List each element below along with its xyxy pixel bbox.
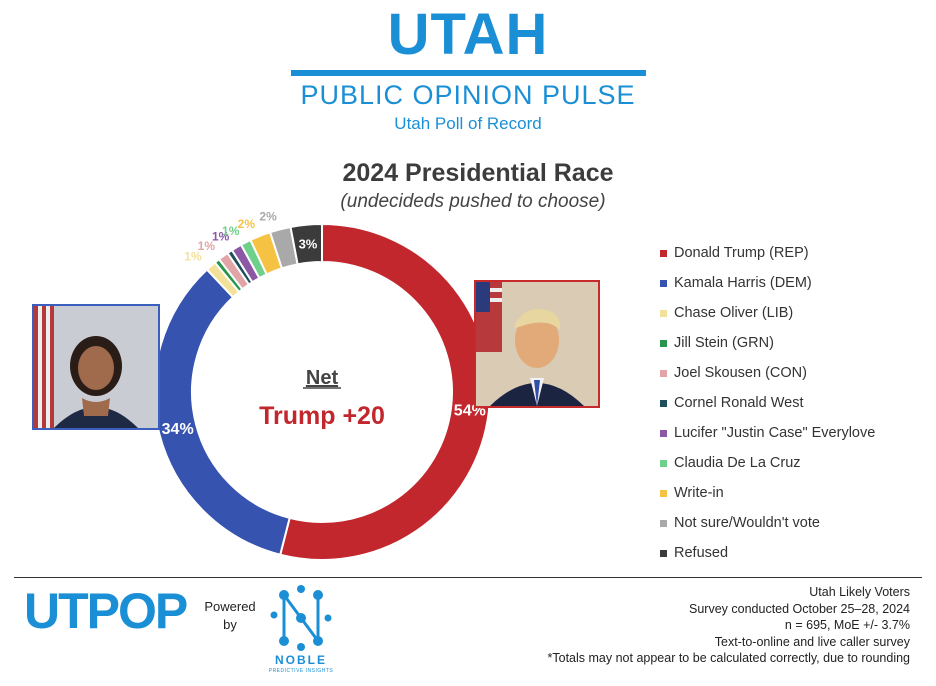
legend-swatch bbox=[660, 339, 667, 347]
powered-line-1: Powered bbox=[204, 599, 256, 614]
utpop-logo: UTPOP bbox=[24, 586, 189, 634]
slice-refused bbox=[289, 222, 323, 266]
powered-by: Powered by bbox=[200, 598, 260, 634]
center-value: Trump +20 bbox=[259, 402, 385, 430]
chart-subtitle: (undecideds pushed to choose) bbox=[340, 191, 606, 212]
legend-swatch bbox=[660, 429, 667, 437]
legend-label: Refused bbox=[674, 545, 729, 561]
survey-note-line: Utah Likely Voters bbox=[809, 585, 910, 599]
label-refused: 3% bbox=[299, 237, 318, 252]
brand-divider bbox=[291, 70, 646, 76]
legend-item-jill-stein-grn: Jill Stein (GRN) bbox=[660, 328, 930, 358]
label-chase-oliver-lib: 1% bbox=[184, 249, 202, 263]
legend-label: Lucifer "Justin Case" Everylove bbox=[674, 425, 876, 441]
legend-item-chase-oliver-lib: Chase Oliver (LIB) bbox=[660, 298, 930, 328]
chart-title: 2024 Presidential Race bbox=[342, 159, 614, 187]
harris-photo bbox=[32, 304, 160, 430]
legend-label: Claudia De La Cruz bbox=[674, 455, 801, 471]
label-write-in: 2% bbox=[238, 217, 256, 231]
label-lucifer-justin-case-everylove: 1% bbox=[212, 229, 230, 243]
legend-item-kamala-harris-dem: Kamala Harris (DEM) bbox=[660, 268, 930, 298]
legend-item-cornel-ronald-west: Cornel Ronald West bbox=[660, 388, 930, 418]
label-kamala-harris-dem: 34% bbox=[162, 421, 194, 438]
legend-label: Not sure/Wouldn't vote bbox=[674, 515, 820, 531]
legend-swatch bbox=[660, 489, 667, 497]
legend-item-donald-trump-rep: Donald Trump (REP) bbox=[660, 238, 930, 268]
legend-swatch bbox=[660, 519, 667, 527]
legend-label: Write-in bbox=[674, 485, 724, 501]
legend-item-refused: Refused bbox=[660, 538, 930, 568]
label-joel-skousen-con: 1% bbox=[198, 239, 216, 253]
label-not-sure-wouldn-t-vote: 2% bbox=[259, 210, 277, 224]
chart-legend: Donald Trump (REP) Kamala Harris (DEM) Cha… bbox=[660, 238, 930, 568]
survey-notes: Utah Likely Voters Survey conducted Octob… bbox=[548, 584, 910, 667]
footer-divider bbox=[14, 577, 922, 578]
legend-swatch bbox=[660, 459, 667, 467]
legend-label: Donald Trump (REP) bbox=[674, 245, 809, 261]
legend-item-joel-skousen-con: Joel Skousen (CON) bbox=[660, 358, 930, 388]
legend-swatch bbox=[660, 399, 667, 407]
survey-note-line: *Totals may not appear to be calculated … bbox=[547, 651, 910, 665]
noble-subtext: PREDICTIVE INSIGHTS bbox=[268, 668, 334, 674]
legend-item-claudia-de-la-cruz: Claudia De La Cruz bbox=[660, 448, 930, 478]
trump-photo bbox=[474, 280, 600, 408]
survey-note-line: Survey conducted October 25–28, 2024 bbox=[689, 601, 910, 616]
center-heading: Net bbox=[306, 367, 339, 389]
noble-logo-icon bbox=[270, 585, 332, 651]
survey-note-line: n = 695, MoE +/- 3.7% bbox=[784, 618, 910, 632]
legend-label: Cornel Ronald West bbox=[674, 395, 804, 411]
legend-swatch bbox=[660, 279, 667, 287]
legend-swatch bbox=[660, 309, 667, 317]
donut-labels: 54%34%1%1%1%1%2%2%3% bbox=[162, 210, 486, 438]
legend-item-not-sure-wouldn-t-vote: Not sure/Wouldn't vote bbox=[660, 508, 930, 538]
brand-tagline: Utah Poll of Record bbox=[394, 114, 542, 133]
legend-item-lucifer-justin-case-everylove: Lucifer "Justin Case" Everylove bbox=[660, 418, 930, 448]
brand-subtitle: PUBLIC OPINION PULSE bbox=[300, 80, 636, 110]
legend-swatch bbox=[660, 369, 667, 377]
donut-chart: 54%34%1%1%1%1%2%2%3% Net Trump +20 bbox=[153, 210, 491, 561]
legend-item-write-in: Write-in bbox=[660, 478, 930, 508]
legend-label: Kamala Harris (DEM) bbox=[674, 275, 812, 291]
legend-label: Chase Oliver (LIB) bbox=[674, 305, 794, 321]
legend-label: Jill Stein (GRN) bbox=[674, 335, 774, 351]
legend-swatch bbox=[660, 249, 667, 257]
slice-donald-trump-rep bbox=[279, 222, 491, 561]
noble-wordmark: NOBLE bbox=[275, 653, 327, 667]
brand-title: UTAH bbox=[387, 2, 549, 67]
survey-note-line: Text-to-online and live caller survey bbox=[714, 634, 910, 649]
donut-slices bbox=[153, 222, 491, 561]
label-claudia-de-la-cruz: 1% bbox=[222, 224, 240, 238]
legend-label: Joel Skousen (CON) bbox=[674, 365, 807, 381]
powered-line-2: by bbox=[223, 617, 237, 632]
legend-swatch bbox=[660, 549, 667, 557]
utpop-logo-text: UTPOP bbox=[24, 586, 187, 634]
